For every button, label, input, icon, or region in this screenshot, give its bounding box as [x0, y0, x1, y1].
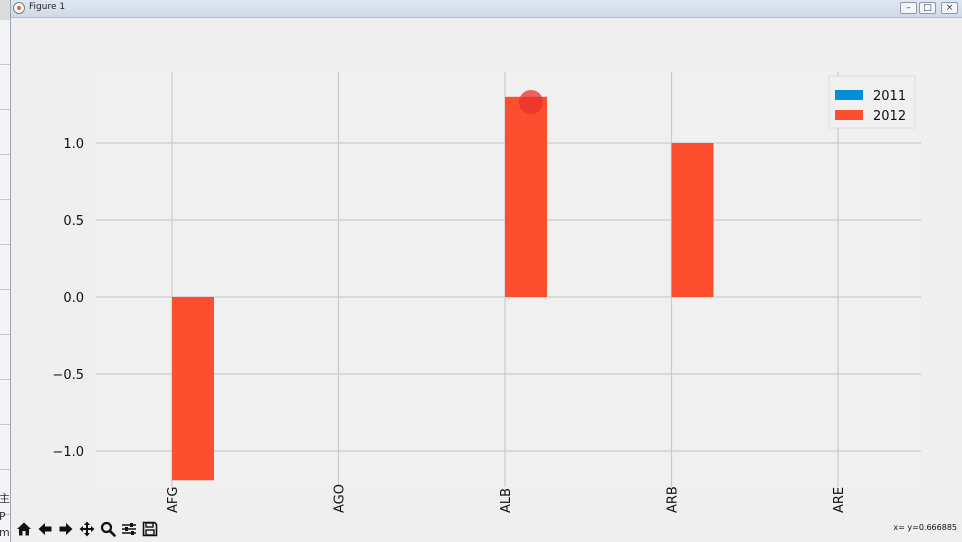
maximize-button[interactable]: □ — [919, 2, 936, 14]
x-tick-label-ARB: ARB — [666, 486, 681, 513]
bar-2012-AFG — [172, 297, 214, 481]
app-icon — [13, 2, 25, 14]
x-tick-label-AFG: AFG — [166, 487, 181, 513]
legend-label-2011: 2011 — [873, 89, 906, 104]
legend: 2011 2012 — [828, 75, 916, 129]
y-tick-label: −1.0 — [52, 445, 84, 460]
title-bar[interactable]: Figure 1 – □ × — [11, 0, 962, 18]
back-icon[interactable] — [34, 518, 55, 539]
x-tick-label-AGO: AGO — [333, 484, 348, 513]
navigation-toolbar — [13, 518, 160, 540]
minimize-button[interactable]: – — [900, 2, 917, 14]
background-fragment: P — [0, 510, 6, 523]
y-tick-label: 1.0 — [63, 137, 84, 152]
zoom-icon[interactable] — [97, 518, 118, 539]
home-icon[interactable] — [13, 518, 34, 539]
window-title: Figure 1 — [29, 2, 66, 12]
legend-swatch-2012 — [835, 110, 863, 120]
background-window-edge — [0, 20, 10, 542]
cursor-coordinates: x= y=0.666885 — [893, 523, 957, 532]
bar-2012-ALB — [505, 96, 547, 297]
background-fragment: m — [0, 526, 10, 539]
y-tick-label: 0.5 — [63, 214, 84, 229]
chart-canvas[interactable]: −1.0 −0.5 0.0 0.5 1.0 AFG AGO ALB ARB ARE 2011 2012 — [11, 0, 962, 542]
legend-label-2012: 2012 — [873, 109, 906, 124]
x-tick-label-ARE: ARE — [832, 487, 847, 513]
x-tick-label-ALB: ALB — [499, 488, 514, 513]
background-fragment: 主 — [0, 492, 10, 505]
y-tick-label: −0.5 — [52, 368, 84, 383]
cursor-highlight — [519, 90, 543, 114]
legend-swatch-2011 — [835, 90, 863, 100]
bar-2012-ARB — [671, 143, 714, 297]
figure-window: Figure 1 – □ × −1.0 −0.5 0.0 0.5 1.0 AFG AGO AL… — [10, 0, 962, 542]
save-icon[interactable] — [139, 518, 160, 539]
y-tick-label: 0.0 — [63, 291, 84, 306]
pan-icon[interactable] — [76, 518, 97, 539]
forward-icon[interactable] — [55, 518, 76, 539]
configure-subplots-icon[interactable] — [118, 518, 139, 539]
close-button[interactable]: × — [941, 2, 958, 14]
